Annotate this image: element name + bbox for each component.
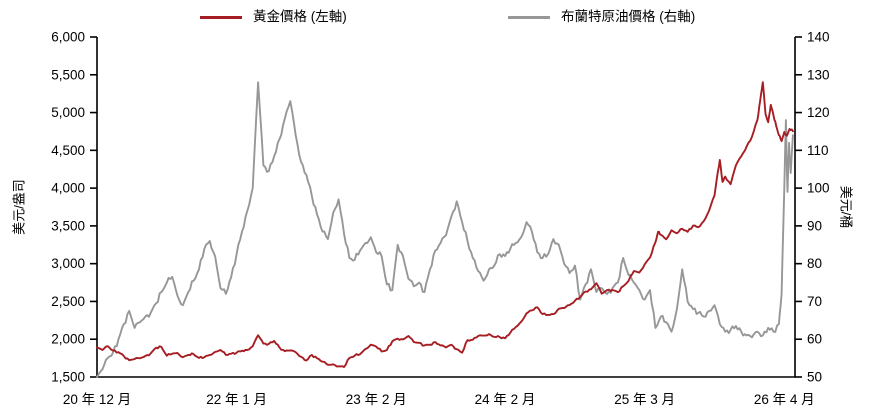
left-axis-tick-label: 4,000 [51, 181, 85, 196]
left-axis-tick-label: 6,000 [51, 30, 85, 45]
right-axis-tick-label: 130 [807, 67, 830, 82]
x-axis-tick-label: 25 年 3 月 [614, 392, 675, 407]
left-axis-tick-label: 4,500 [51, 143, 85, 158]
legend-item-brent: 布蘭特原油價格 (右軸) [508, 9, 695, 25]
legend-label-brent: 布蘭特原油價格 (右軸) [561, 9, 696, 24]
x-axis-tick-label: 23 年 2 月 [346, 392, 407, 407]
axis-frame [96, 37, 796, 378]
right-axis-tick-label: 50 [807, 370, 822, 385]
left-axis-tick-label: 2,000 [51, 332, 85, 347]
brent-line-swatch [508, 15, 550, 19]
left-axis-tick-label: 1,500 [51, 370, 85, 385]
right-axis-tick-label: 140 [807, 30, 830, 45]
left-axis-tick-label: 5,000 [51, 105, 85, 120]
left-axis-tick-label: 2,500 [51, 294, 85, 309]
brent-oil-price-line [96, 81, 794, 378]
x-axis-tick-label: 22 年 1 月 [206, 392, 267, 407]
right-axis-tick-label: 100 [807, 181, 830, 196]
left-axis-tick-label: 3,500 [51, 218, 85, 233]
gold-price-line [96, 81, 794, 368]
x-axis-tick-label: 24 年 2 月 [475, 392, 536, 407]
right-axis-tick-label: 120 [807, 105, 830, 120]
right-axis-tick-label: 90 [807, 218, 822, 233]
left-axis-tick-label: 3,000 [51, 256, 85, 271]
legend-item-gold: 黃金價格 (左軸) [200, 9, 347, 25]
gold-line-swatch [200, 15, 242, 19]
x-axis-tick-label: 26 年 4 月 [754, 392, 815, 407]
right-axis-tick-label: 80 [807, 256, 822, 271]
legend-label-gold: 黃金價格 (左軸) [253, 9, 347, 24]
right-axis-tick-label: 110 [807, 143, 829, 158]
left-axis-tick-label: 5,500 [51, 67, 85, 82]
right-axis-tick-label: 60 [807, 332, 822, 347]
right-axis-tick-label: 70 [807, 294, 822, 309]
x-axis-tick-label: 20 年 12 月 [63, 392, 131, 407]
